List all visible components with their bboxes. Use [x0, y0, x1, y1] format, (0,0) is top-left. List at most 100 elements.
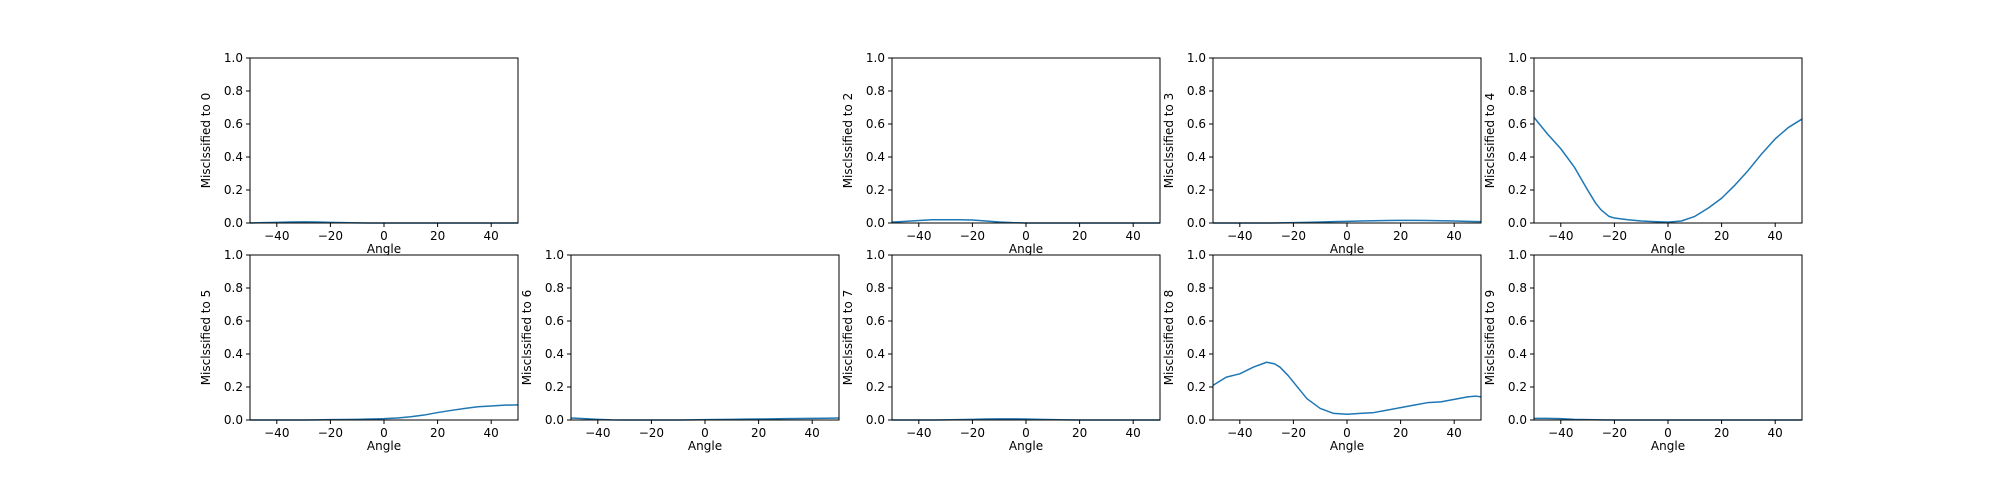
y-tick-label: 1.0	[1187, 51, 1206, 65]
subplot-2: 0.0 0.2 0.4 0.6 0.8 1.0 −40 −20 0 20 40 Angle Miscls…	[841, 51, 1161, 256]
x-tick-label: −40	[906, 426, 931, 440]
x-tick-label: −40	[1548, 426, 1573, 440]
axes-frame	[249, 254, 519, 421]
y-tick-label: 0.6	[1187, 314, 1206, 328]
x-tick-label: 20	[751, 426, 766, 440]
y-tick-label: 0.0	[866, 216, 885, 230]
y-tick-label: 0.4	[545, 347, 564, 361]
x-tick-label: 40	[1447, 229, 1462, 243]
axes-frame	[891, 57, 1161, 224]
subplot-9: 0.0 0.2 0.4 0.6 0.8 1.0 −40 −20 0 20 40 Angle Miscls…	[1483, 248, 1803, 453]
x-tick-label: 20	[1072, 426, 1087, 440]
y-tick-label: 0.4	[866, 150, 885, 164]
y-tick-label: 0.2	[866, 183, 885, 197]
y-tick-label: 0.0	[224, 216, 243, 230]
y-tick-label: 0.6	[866, 314, 885, 328]
x-tick-label: −20	[1602, 229, 1627, 243]
x-tick-label: −20	[318, 229, 343, 243]
x-axis-label: Angle	[1330, 242, 1364, 256]
x-axis-label: Angle	[1651, 242, 1685, 256]
y-axis-label: Misclssified to 3	[1162, 93, 1176, 189]
x-tick-label: −40	[264, 426, 289, 440]
y-tick-label: 0.6	[224, 117, 243, 131]
x-tick-label: 0	[380, 426, 388, 440]
subplot-4: 0.0 0.2 0.4 0.6 0.8 1.0 −40 −20 0 20 40 Angle Miscls…	[1483, 51, 1803, 256]
axes-frame	[570, 254, 840, 421]
x-tick-label: 0	[1664, 229, 1672, 243]
y-tick-label: 0.8	[866, 84, 885, 98]
y-axis-label: Misclssified to 9	[1483, 290, 1497, 386]
x-tick-label: −20	[1602, 426, 1627, 440]
x-axis-label: Angle	[1330, 439, 1364, 453]
x-tick-label: 40	[484, 229, 499, 243]
y-tick-label: 0.6	[866, 117, 885, 131]
y-axis-label: Misclssified to 4	[1483, 93, 1497, 189]
x-tick-label: 20	[430, 229, 445, 243]
x-tick-label: 0	[701, 426, 709, 440]
axes-frame	[1212, 57, 1482, 224]
y-tick-label: 0.2	[545, 380, 564, 394]
x-tick-label: −40	[585, 426, 610, 440]
x-axis-label: Angle	[367, 242, 401, 256]
x-tick-label: 40	[1447, 426, 1462, 440]
y-tick-label: 0.8	[224, 281, 243, 295]
y-tick-label: 0.2	[866, 380, 885, 394]
y-tick-label: 0.0	[1508, 413, 1527, 427]
y-tick-label: 0.2	[224, 380, 243, 394]
axes-frame	[249, 57, 519, 224]
x-tick-label: 20	[430, 426, 445, 440]
axes-frame	[1533, 57, 1803, 224]
x-tick-label: −40	[1227, 229, 1252, 243]
x-tick-label: −20	[960, 426, 985, 440]
y-tick-label: 0.4	[1508, 150, 1527, 164]
y-tick-label: 1.0	[866, 51, 885, 65]
x-axis-label: Angle	[1009, 439, 1043, 453]
y-axis-label: Misclssified to 0	[199, 93, 213, 189]
y-tick-label: 0.2	[224, 183, 243, 197]
y-tick-label: 0.6	[224, 314, 243, 328]
y-tick-label: 1.0	[1508, 51, 1527, 65]
y-axis-label: Misclssified to 5	[199, 290, 213, 386]
x-axis-label: Angle	[367, 439, 401, 453]
y-tick-label: 0.4	[224, 347, 243, 361]
y-tick-label: 1.0	[866, 248, 885, 262]
y-tick-label: 1.0	[224, 248, 243, 262]
y-tick-label: 0.0	[1508, 216, 1527, 230]
x-tick-label: −40	[264, 229, 289, 243]
y-tick-label: 0.0	[866, 413, 885, 427]
y-tick-label: 0.0	[545, 413, 564, 427]
y-tick-label: 0.8	[545, 281, 564, 295]
x-tick-label: 40	[1126, 229, 1141, 243]
y-tick-label: 0.4	[1508, 347, 1527, 361]
series-line-0	[250, 404, 519, 421]
y-tick-label: 0.8	[1187, 281, 1206, 295]
axes-frame	[891, 254, 1161, 421]
x-tick-label: 0	[1664, 426, 1672, 440]
x-tick-label: 40	[1768, 229, 1783, 243]
x-tick-label: 20	[1072, 229, 1087, 243]
subplot-0: 0.0 0.2 0.4 0.6 0.8 1.0 −40 −20 0 20 40 Angle Miscls…	[199, 51, 519, 256]
y-tick-label: 0.8	[1508, 84, 1527, 98]
y-tick-label: 0.8	[1187, 84, 1206, 98]
y-tick-label: 0.2	[1508, 183, 1527, 197]
y-tick-label: 0.2	[1508, 380, 1527, 394]
series-line-0	[1212, 361, 1482, 415]
y-tick-label: 0.0	[1187, 413, 1206, 427]
x-tick-label: 0	[1343, 426, 1351, 440]
y-tick-label: 0.0	[224, 413, 243, 427]
y-tick-label: 0.8	[1508, 281, 1527, 295]
x-tick-label: 0	[1343, 229, 1351, 243]
subplot-3: 0.0 0.2 0.4 0.6 0.8 1.0 −40 −20 0 20 40 Angle Miscls…	[1162, 51, 1482, 256]
axes-frame	[1212, 254, 1482, 421]
y-axis-label: Misclssified to 2	[841, 93, 855, 189]
x-tick-label: −20	[1281, 229, 1306, 243]
x-tick-label: −20	[318, 426, 343, 440]
y-tick-label: 0.0	[1187, 216, 1206, 230]
y-tick-label: 0.8	[224, 84, 243, 98]
subplot-5: 0.0 0.2 0.4 0.6 0.8 1.0 −40 −20 0 20 40 Angle Miscls…	[199, 248, 519, 453]
subplot-7: 0.0 0.2 0.4 0.6 0.8 1.0 −40 −20 0 20 40 Angle Miscls…	[841, 248, 1161, 453]
y-axis-label: Misclssified to 6	[520, 290, 534, 386]
x-axis-label: Angle	[1009, 242, 1043, 256]
x-axis-label: Angle	[1651, 439, 1685, 453]
axes-frame	[1533, 254, 1803, 421]
